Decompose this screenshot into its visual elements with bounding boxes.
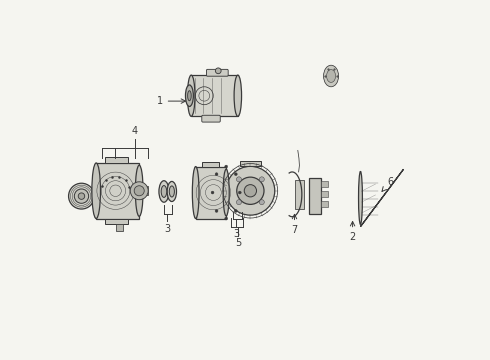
Ellipse shape	[159, 181, 169, 202]
Circle shape	[237, 177, 264, 204]
Circle shape	[259, 177, 264, 182]
Circle shape	[237, 177, 242, 182]
Bar	[321, 201, 328, 207]
Circle shape	[244, 185, 256, 197]
Bar	[96, 163, 139, 219]
Ellipse shape	[161, 185, 167, 197]
Circle shape	[226, 166, 275, 215]
Circle shape	[225, 217, 228, 220]
Ellipse shape	[135, 165, 143, 216]
Circle shape	[216, 68, 221, 74]
Text: 2: 2	[349, 221, 356, 242]
Ellipse shape	[188, 91, 191, 101]
Ellipse shape	[223, 169, 229, 216]
Bar	[309, 178, 321, 214]
Circle shape	[134, 186, 144, 196]
Circle shape	[130, 182, 148, 200]
Text: 7: 7	[292, 214, 297, 235]
Polygon shape	[361, 169, 403, 226]
Bar	[105, 219, 128, 224]
Ellipse shape	[234, 75, 242, 116]
Bar	[321, 181, 328, 187]
Circle shape	[215, 210, 218, 212]
Circle shape	[225, 165, 228, 168]
Text: 1: 1	[157, 96, 186, 106]
Bar	[295, 180, 304, 209]
FancyBboxPatch shape	[202, 115, 220, 122]
Circle shape	[74, 189, 89, 203]
Bar	[116, 224, 122, 231]
Circle shape	[211, 191, 214, 194]
Bar	[196, 167, 226, 219]
Ellipse shape	[188, 75, 195, 116]
Ellipse shape	[193, 167, 199, 219]
Circle shape	[234, 173, 237, 176]
Circle shape	[259, 200, 264, 205]
Circle shape	[234, 210, 237, 212]
Ellipse shape	[167, 181, 176, 202]
Text: 3: 3	[233, 229, 240, 239]
FancyBboxPatch shape	[206, 69, 228, 76]
Bar	[202, 162, 219, 167]
Ellipse shape	[326, 69, 336, 82]
Text: 4: 4	[131, 126, 138, 136]
Circle shape	[69, 183, 95, 209]
Ellipse shape	[169, 186, 174, 197]
Circle shape	[237, 200, 242, 205]
Ellipse shape	[359, 171, 363, 225]
Bar	[105, 157, 128, 163]
Bar	[137, 186, 148, 195]
Text: 6: 6	[382, 177, 393, 192]
Ellipse shape	[186, 85, 194, 107]
Text: 5: 5	[235, 238, 241, 248]
Circle shape	[238, 191, 241, 194]
Bar	[191, 75, 238, 116]
Ellipse shape	[92, 163, 100, 219]
Text: 3: 3	[164, 224, 170, 234]
Bar	[240, 161, 261, 166]
Circle shape	[78, 193, 85, 199]
Circle shape	[215, 173, 218, 176]
Bar	[321, 191, 328, 197]
Ellipse shape	[323, 65, 339, 87]
